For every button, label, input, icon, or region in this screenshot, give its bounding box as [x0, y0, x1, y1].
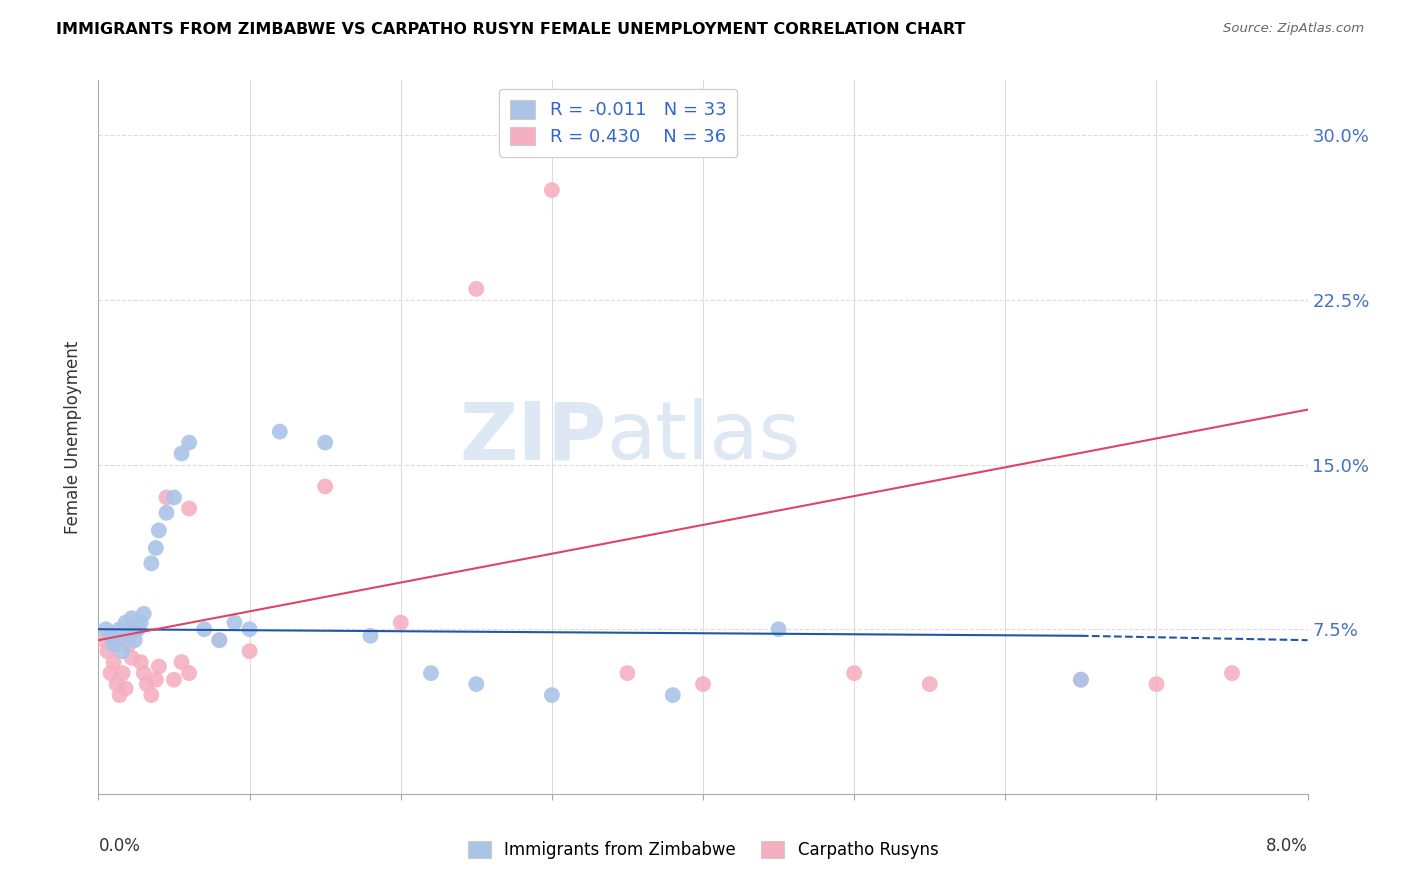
- Point: [1070, 673, 1092, 687]
- Point: [163, 673, 186, 687]
- Y-axis label: Female Unemployment: Female Unemployment: [65, 341, 83, 533]
- Text: 0.0%: 0.0%: [98, 837, 141, 855]
- Point: [108, 622, 131, 636]
- Point: [208, 633, 231, 648]
- Point: [541, 688, 564, 702]
- Text: atlas: atlas: [606, 398, 800, 476]
- Point: [148, 524, 170, 538]
- Point: [93, 633, 115, 648]
- Point: [111, 666, 134, 681]
- Point: [1146, 677, 1168, 691]
- Point: [105, 633, 128, 648]
- Point: [124, 633, 146, 648]
- Point: [125, 622, 148, 636]
- Point: [239, 622, 262, 636]
- Text: 8.0%: 8.0%: [1265, 837, 1308, 855]
- Point: [129, 655, 152, 669]
- Point: [269, 425, 291, 439]
- Point: [111, 644, 134, 658]
- Point: [118, 629, 141, 643]
- Point: [155, 491, 177, 505]
- Point: [179, 666, 201, 681]
- Point: [118, 638, 141, 652]
- Point: [179, 501, 201, 516]
- Point: [148, 659, 170, 673]
- Point: [662, 688, 685, 702]
- Point: [145, 673, 167, 687]
- Point: [193, 622, 215, 636]
- Point: [100, 666, 122, 681]
- Point: [1070, 673, 1092, 687]
- Point: [844, 666, 866, 681]
- Point: [121, 611, 143, 625]
- Text: Source: ZipAtlas.com: Source: ZipAtlas.com: [1223, 22, 1364, 36]
- Point: [163, 491, 186, 505]
- Point: [170, 446, 193, 460]
- Text: IMMIGRANTS FROM ZIMBABWE VS CARPATHO RUSYN FEMALE UNEMPLOYMENT CORRELATION CHART: IMMIGRANTS FROM ZIMBABWE VS CARPATHO RUS…: [56, 22, 966, 37]
- Point: [100, 629, 122, 643]
- Point: [170, 655, 193, 669]
- Point: [141, 557, 163, 571]
- Point: [420, 666, 443, 681]
- Point: [121, 650, 143, 665]
- Text: ZIP: ZIP: [458, 398, 606, 476]
- Point: [155, 506, 177, 520]
- Point: [918, 677, 941, 691]
- Point: [239, 644, 262, 658]
- Point: [314, 435, 336, 450]
- Point: [314, 479, 336, 493]
- Point: [465, 677, 488, 691]
- Point: [616, 666, 638, 681]
- Point: [360, 629, 382, 643]
- Point: [465, 282, 488, 296]
- Point: [114, 615, 136, 630]
- Point: [145, 541, 167, 555]
- Point: [179, 435, 201, 450]
- Point: [132, 607, 155, 621]
- Point: [96, 644, 118, 658]
- Point: [105, 677, 128, 691]
- Point: [224, 615, 246, 630]
- Point: [114, 681, 136, 696]
- Point: [103, 638, 125, 652]
- Point: [135, 677, 157, 691]
- Point: [129, 615, 152, 630]
- Point: [141, 688, 163, 702]
- Point: [389, 615, 412, 630]
- Point: [208, 633, 231, 648]
- Point: [127, 622, 149, 636]
- Point: [132, 666, 155, 681]
- Point: [541, 183, 564, 197]
- Legend: Immigrants from Zimbabwe, Carpatho Rusyns: Immigrants from Zimbabwe, Carpatho Rusyn…: [461, 834, 945, 866]
- Point: [768, 622, 790, 636]
- Point: [94, 622, 117, 636]
- Point: [121, 622, 143, 636]
- Point: [108, 688, 131, 702]
- Legend: R = -0.011   N = 33, R = 0.430    N = 36: R = -0.011 N = 33, R = 0.430 N = 36: [499, 89, 737, 157]
- Point: [103, 655, 125, 669]
- Point: [692, 677, 714, 691]
- Point: [1220, 666, 1243, 681]
